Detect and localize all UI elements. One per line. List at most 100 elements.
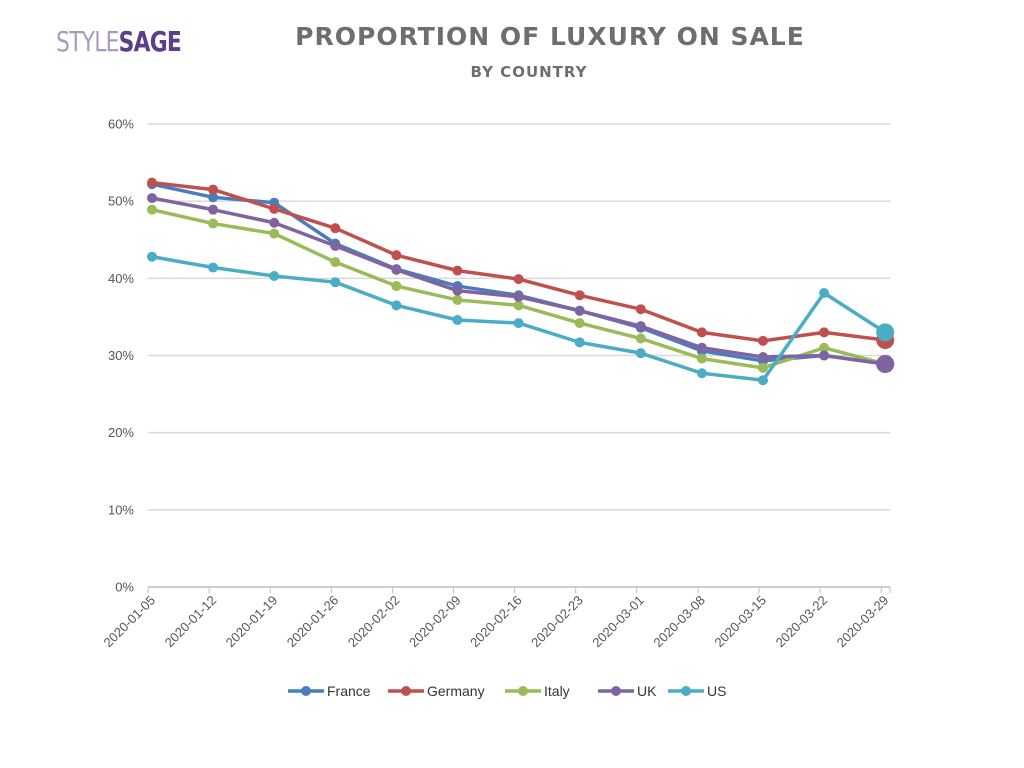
data-point-italy bbox=[819, 342, 830, 353]
x-tick-label: 2020-03-15 bbox=[711, 593, 769, 651]
series-uk bbox=[147, 193, 895, 373]
data-point-us bbox=[876, 323, 895, 342]
x-tick-label: 2020-02-23 bbox=[528, 593, 586, 651]
legend-label: France bbox=[327, 683, 371, 699]
data-point-germany bbox=[147, 177, 157, 188]
legend-label: Italy bbox=[544, 683, 570, 699]
data-point-italy bbox=[269, 228, 280, 239]
y-tick-label: 50% bbox=[108, 194, 134, 209]
y-tick-label: 0% bbox=[115, 580, 134, 595]
legend-swatch-marker bbox=[518, 686, 528, 696]
logo-part-sage: SAGE bbox=[118, 25, 182, 58]
data-point-france bbox=[208, 192, 219, 203]
legend-item-germany: Germany bbox=[388, 683, 485, 699]
data-point-uk bbox=[574, 305, 585, 316]
x-tick-label: 2020-03-29 bbox=[834, 593, 892, 651]
data-point-us bbox=[452, 315, 463, 326]
legend-item-italy: Italy bbox=[505, 683, 570, 699]
data-point-germany bbox=[574, 290, 585, 301]
data-point-us bbox=[513, 318, 524, 329]
data-point-us bbox=[269, 271, 280, 282]
data-point-germany bbox=[208, 184, 219, 195]
legend-item-uk: UK bbox=[598, 683, 657, 699]
data-point-italy bbox=[635, 333, 646, 344]
legend: France Germany Italy UK US bbox=[288, 683, 726, 699]
data-point-uk bbox=[758, 352, 768, 363]
data-point-us bbox=[147, 251, 157, 262]
data-point-germany bbox=[269, 203, 280, 214]
x-tick-label: 2020-02-09 bbox=[406, 593, 464, 651]
data-point-us bbox=[696, 368, 707, 379]
data-point-uk bbox=[876, 354, 895, 373]
data-point-us bbox=[635, 348, 646, 359]
data-point-germany bbox=[452, 265, 463, 276]
x-tick-label: 2020-03-08 bbox=[650, 593, 708, 651]
series-italy bbox=[147, 204, 895, 373]
x-tick-label: 2020-01-26 bbox=[284, 593, 342, 651]
data-point-germany bbox=[330, 223, 341, 234]
data-point-germany bbox=[391, 250, 402, 261]
data-point-uk bbox=[819, 350, 830, 361]
data-point-italy bbox=[574, 318, 585, 329]
data-point-us bbox=[819, 287, 830, 298]
y-tick-label: 20% bbox=[108, 425, 134, 440]
x-tick-label: 2020-01-05 bbox=[100, 593, 158, 651]
y-tick-label: 60% bbox=[108, 117, 134, 132]
legend-item-us: US bbox=[668, 683, 726, 699]
data-point-italy bbox=[208, 218, 219, 229]
data-point-germany bbox=[819, 327, 830, 338]
data-point-uk bbox=[696, 342, 707, 353]
x-tick-label: 2020-03-22 bbox=[773, 593, 831, 651]
x-tick-label: 2020-01-12 bbox=[162, 593, 220, 651]
data-point-italy bbox=[330, 257, 341, 268]
data-point-germany bbox=[635, 304, 646, 315]
y-tick-label: 40% bbox=[108, 271, 134, 286]
series-line-italy bbox=[150, 207, 887, 370]
data-point-uk bbox=[513, 291, 524, 302]
data-point-us bbox=[574, 337, 585, 348]
data-point-italy bbox=[696, 353, 707, 364]
data-point-uk bbox=[147, 193, 157, 204]
y-tick-label: 30% bbox=[108, 348, 134, 363]
data-point-us bbox=[391, 300, 402, 311]
data-point-uk bbox=[269, 217, 280, 228]
legend-label: UK bbox=[637, 683, 657, 699]
data-point-us bbox=[758, 375, 768, 386]
data-point-uk bbox=[452, 285, 463, 296]
x-tick-label: 2020-03-01 bbox=[589, 593, 647, 651]
legend-swatch-marker bbox=[611, 686, 621, 696]
data-point-germany bbox=[758, 335, 768, 346]
data-point-italy bbox=[758, 362, 768, 373]
legend-swatch-marker bbox=[301, 686, 311, 696]
series-group bbox=[147, 177, 895, 386]
data-point-germany bbox=[513, 274, 524, 285]
data-point-italy bbox=[452, 294, 463, 305]
data-point-italy bbox=[513, 300, 524, 311]
data-point-italy bbox=[391, 281, 402, 292]
data-point-us bbox=[330, 277, 341, 288]
data-point-germany bbox=[696, 327, 707, 338]
data-point-uk bbox=[208, 204, 219, 215]
data-point-uk bbox=[330, 240, 341, 251]
logo-part-style: STYLE bbox=[56, 25, 119, 58]
stylesage-logo: STYLESAGE bbox=[56, 24, 182, 60]
x-tick-label: 2020-02-02 bbox=[345, 593, 403, 651]
legend-label: Germany bbox=[427, 683, 485, 699]
legend-label: US bbox=[707, 683, 726, 699]
series-line-germany bbox=[150, 180, 887, 343]
data-point-uk bbox=[635, 321, 646, 332]
grid-lines bbox=[148, 123, 890, 511]
legend-swatch-marker bbox=[401, 686, 411, 696]
legend-item-france: France bbox=[288, 683, 371, 699]
data-point-italy bbox=[147, 204, 157, 215]
chart-title: PROPORTION OF LUXURY ON SALE bbox=[295, 22, 805, 51]
x-tick-label: 2020-02-16 bbox=[467, 593, 525, 651]
y-tick-label: 10% bbox=[108, 502, 134, 517]
chart-subtitle: BY COUNTRY bbox=[470, 63, 588, 81]
x-tick-label: 2020-01-19 bbox=[223, 593, 281, 651]
data-point-uk bbox=[391, 264, 402, 275]
data-point-us bbox=[208, 262, 219, 273]
series-us bbox=[147, 251, 895, 386]
